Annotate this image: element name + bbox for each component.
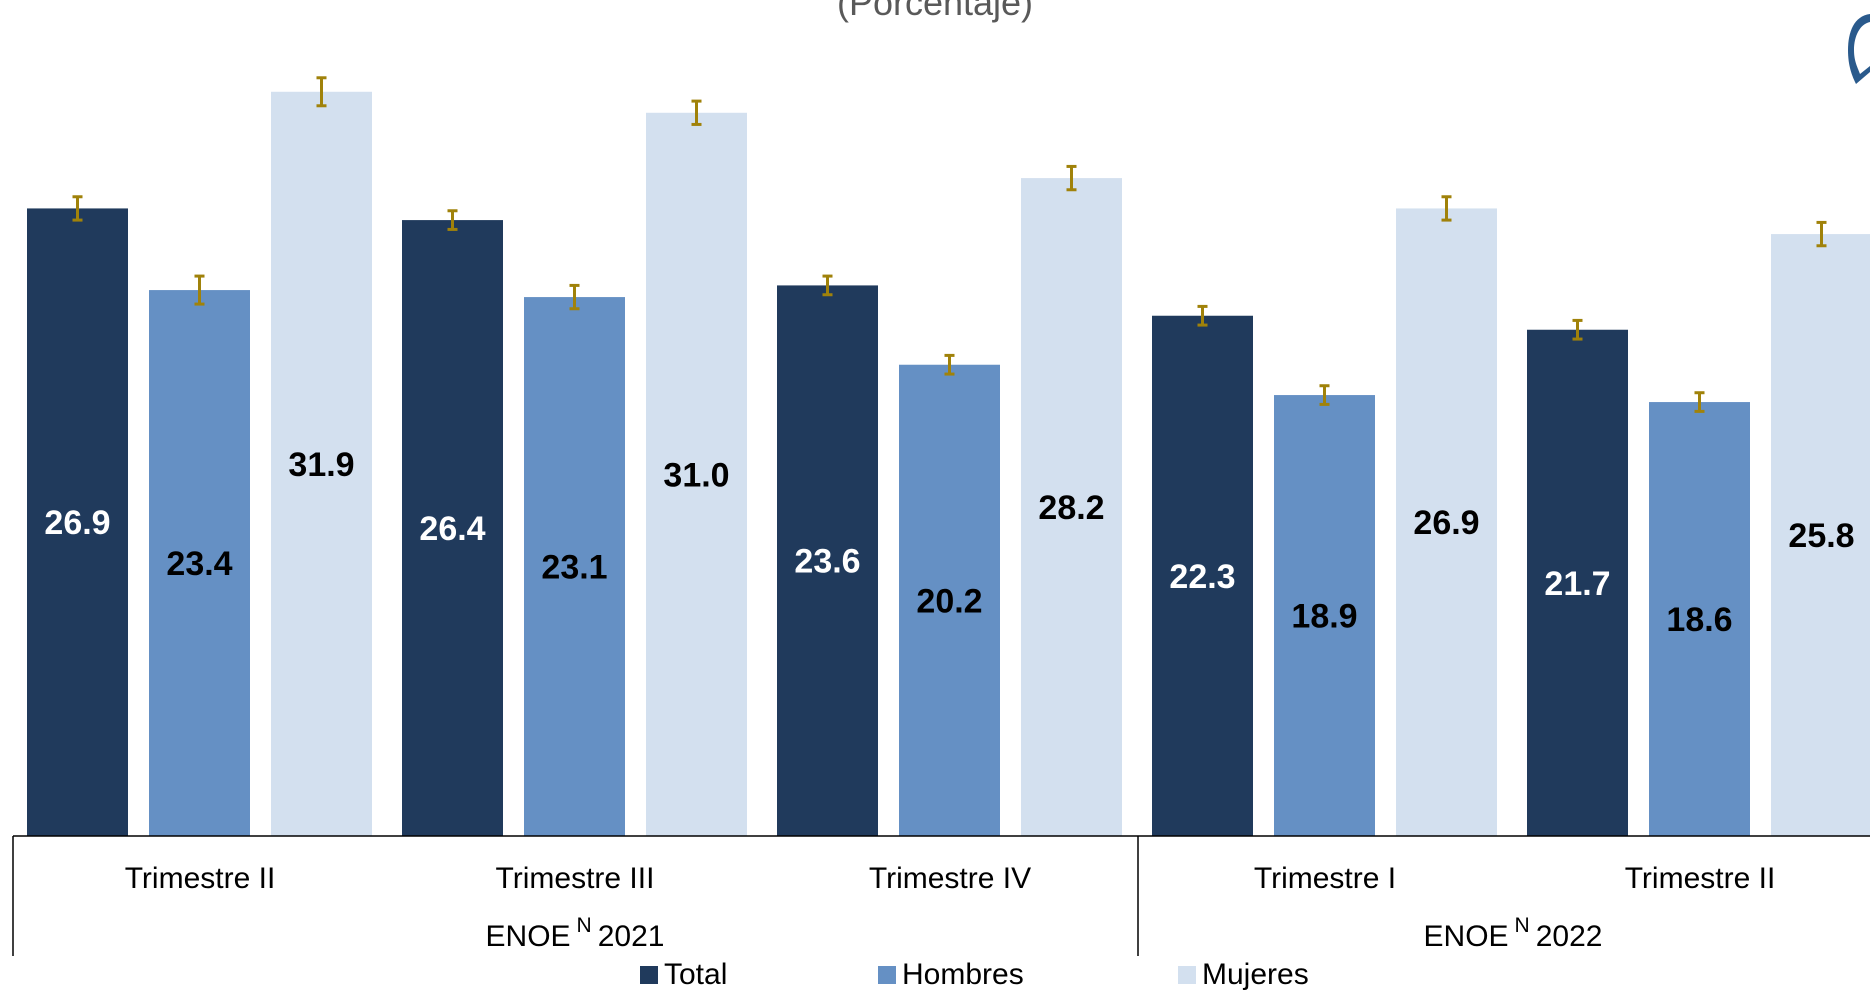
data-label-hombres-5: 18.6 <box>1666 601 1732 639</box>
legend-label-mujeres: Mujeres <box>1202 958 1309 991</box>
data-label-hombres-2: 23.1 <box>541 549 607 587</box>
bar-hombres-3 <box>899 364 1000 836</box>
data-label-hombres-1: 23.4 <box>166 545 232 583</box>
data-label-total-3: 23.6 <box>794 543 860 581</box>
data-label-mujeres-2: 31.0 <box>663 456 729 494</box>
logo-icon <box>1846 10 1870 94</box>
data-label-hombres-4: 18.9 <box>1291 598 1357 636</box>
bar-total-1 <box>27 208 128 837</box>
bar-mujeres-1 <box>271 91 372 836</box>
category-label-1: Trimestre II <box>125 862 276 895</box>
bar-total-3 <box>777 285 878 836</box>
bar-mujeres-4 <box>1396 208 1497 837</box>
data-label-mujeres-4: 26.9 <box>1413 504 1479 542</box>
bar-total-5 <box>1527 329 1628 836</box>
legend-item-hombres: Hombres <box>878 958 1024 992</box>
bar-total-2 <box>402 220 503 836</box>
category-label-3: Trimestre IV <box>869 862 1031 895</box>
category-label-2: Trimestre III <box>496 862 655 895</box>
bar-hombres-4 <box>1274 395 1375 836</box>
legend-label-hombres: Hombres <box>902 958 1024 991</box>
group-label-2: ENOE N 2022 <box>1424 914 1603 953</box>
data-label-total-1: 26.9 <box>44 504 110 542</box>
data-label-total-4: 22.3 <box>1169 558 1235 596</box>
legend-swatch-hombres <box>878 966 896 984</box>
bar-hombres-2 <box>524 297 625 836</box>
data-label-total-2: 26.4 <box>419 510 485 548</box>
data-label-mujeres-1: 31.9 <box>288 446 354 484</box>
category-label-5: Trimestre II <box>1625 862 1776 895</box>
bar-mujeres-2 <box>646 112 747 836</box>
category-label-4: Trimestre I <box>1254 862 1396 895</box>
legend-swatch-mujeres <box>1178 966 1196 984</box>
legend-swatch-total <box>640 966 658 984</box>
bar-total-4 <box>1152 315 1253 837</box>
legend-item-total: Total <box>640 958 727 992</box>
bar-hombres-1 <box>149 290 250 836</box>
data-label-hombres-3: 20.2 <box>916 582 982 620</box>
legend-label-total: Total <box>664 958 728 991</box>
bar-mujeres-3 <box>1021 178 1122 836</box>
group-label-1: ENOE N 2021 <box>486 914 665 953</box>
data-label-mujeres-3: 28.2 <box>1038 489 1104 527</box>
data-label-total-5: 21.7 <box>1544 565 1610 603</box>
data-label-mujeres-5: 25.8 <box>1788 517 1854 555</box>
bar-hombres-5 <box>1649 402 1750 836</box>
legend-item-mujeres: Mujeres <box>1178 958 1309 992</box>
legend: Total Hombres Mujeres <box>0 958 1870 992</box>
chart-subtitle: (Porcentaje) <box>836 0 1034 23</box>
bar-mujeres-5 <box>1771 234 1870 836</box>
